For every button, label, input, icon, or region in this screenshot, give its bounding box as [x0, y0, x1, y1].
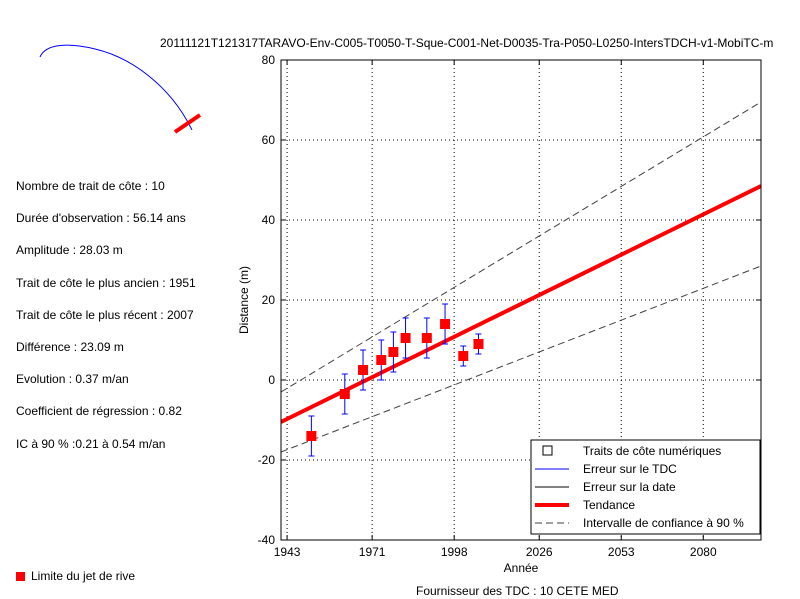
legend-box: [530, 439, 761, 535]
limit-legend-label: Limite du jet de rive: [31, 569, 136, 583]
ci-lower-line: [281, 265, 761, 453]
shoreline-curve: [39, 44, 193, 131]
data-point: [339, 389, 350, 399]
legend-label: Intervalle de confiance à 90 %: [583, 516, 744, 530]
provider-caption: Fournisseur des TDC : 10 CETE MED: [416, 584, 619, 598]
x-tick-label: 2080: [690, 545, 717, 559]
x-tick-label: 2053: [608, 545, 635, 559]
stat-line: Amplitude : 28.03 m: [16, 243, 123, 258]
legend-marker: [542, 445, 553, 456]
plot-area: [281, 101, 761, 457]
x-tick-label: 1943: [274, 545, 301, 559]
data-point: [421, 333, 432, 343]
legend-label: Erreur sur la date: [583, 480, 676, 494]
y-tick-label: -40: [258, 533, 276, 547]
axes: 1943 1971 1998 2026 2053 2080 -40 -20 0 20 40 60 80: [258, 53, 761, 559]
legend-label: Tendance: [583, 498, 635, 512]
x-tick-label: 1971: [359, 545, 386, 559]
stat-line: Durée d'observation : 56.14 ans: [16, 211, 186, 226]
trend-line: [281, 184, 761, 424]
y-tick-label: 80: [262, 53, 276, 67]
data-point: [473, 339, 484, 349]
profile-mini-map: [39, 44, 202, 134]
legend-label: Traits de côte numériques: [583, 444, 721, 458]
data-point: [306, 431, 317, 441]
y-tick-label: 60: [262, 133, 276, 147]
x-axis-label: Année: [504, 561, 539, 575]
limit-legend: Limite du jet de rive: [16, 569, 135, 583]
y-tick-label: 40: [262, 213, 276, 227]
stat-line: Evolution : 0.37 m/an: [16, 372, 129, 387]
y-tick-label: 20: [262, 293, 276, 307]
data-point: [458, 351, 469, 361]
data-point: [376, 355, 387, 365]
data-point: [440, 319, 451, 329]
data-point: [400, 333, 411, 343]
x-tick-label: 2026: [526, 545, 553, 559]
x-tick-label: 1998: [441, 545, 468, 559]
ci-upper-line: [281, 101, 761, 393]
transect-segment: [173, 113, 202, 134]
y-tick-label: -20: [258, 453, 276, 467]
chart-legend: Traits de côte numériques Erreur sur le T…: [530, 439, 761, 535]
stat-line: Trait de côte le plus récent : 2007: [16, 307, 194, 322]
legend-label: Erreur sur le TDC: [583, 462, 677, 476]
stat-line: Trait de côte le plus ancien : 1951: [16, 275, 196, 290]
chart-title: 20111121T121317TARAVO-Env-C005-T0050-T-S…: [160, 36, 774, 50]
stat-line: IC à 90 % :0.21 à 0.54 m/an: [16, 436, 166, 451]
stat-line: Coefficient de régression : 0.82: [16, 404, 182, 419]
y-tick-label: 0: [268, 373, 275, 387]
y-axis-label: Distance (m): [237, 266, 251, 334]
stat-line: Nombre de trait de côte : 10: [16, 179, 165, 193]
stat-line: Différence : 23.09 m: [16, 339, 124, 354]
data-point: [388, 347, 399, 357]
limit-marker-icon: [16, 572, 25, 581]
data-point: [358, 365, 369, 375]
statistics-panel: Nombre de trait de côte : 10 Durée d'obse…: [16, 178, 196, 468]
